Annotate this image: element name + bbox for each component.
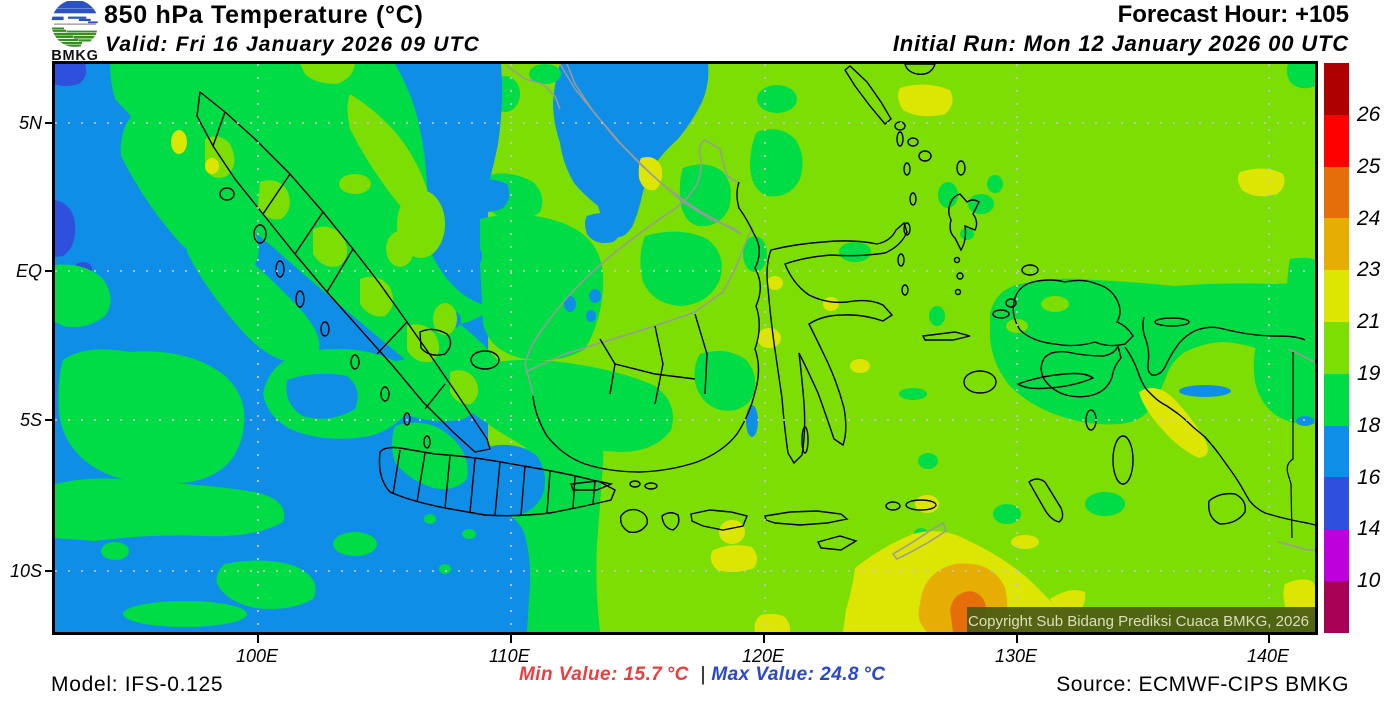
svg-text:BMKG: BMKG bbox=[51, 48, 99, 61]
svg-text:Copyright Sub Bidang Prediksi: Copyright Sub Bidang Prediksi Cuaca BMKG… bbox=[968, 613, 1309, 630]
